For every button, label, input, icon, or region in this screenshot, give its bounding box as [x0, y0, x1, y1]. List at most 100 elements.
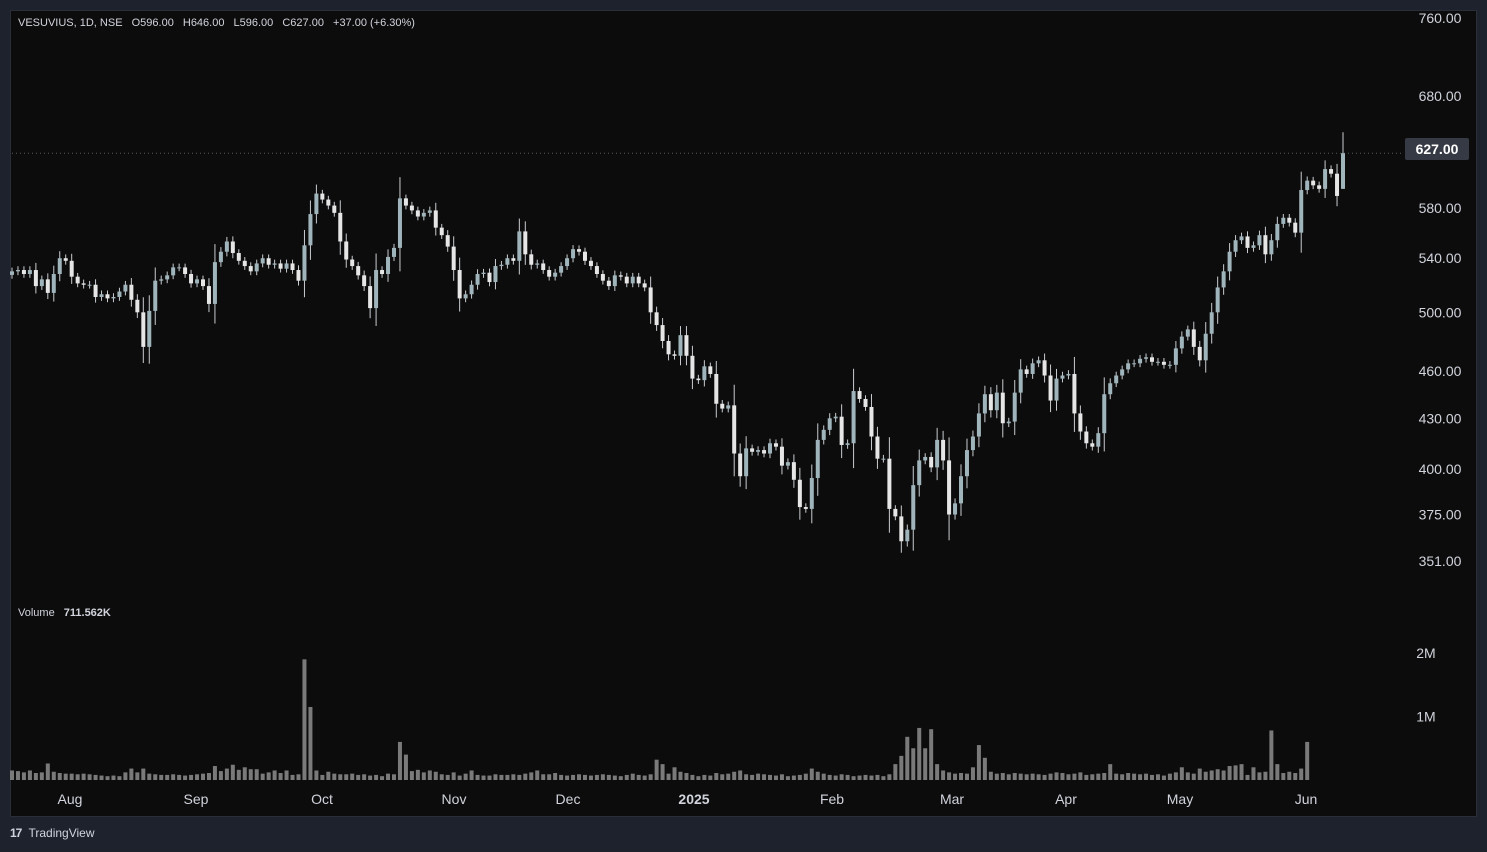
volume-bar — [141, 768, 146, 780]
candle-body — [666, 340, 671, 355]
candle-body — [612, 275, 617, 287]
volume-bar — [684, 773, 689, 780]
volume-bar — [183, 775, 188, 780]
volume-bar — [785, 776, 790, 780]
candle-body — [1251, 245, 1256, 248]
candle-body — [415, 210, 420, 217]
candle-body — [696, 378, 701, 381]
time-tick-label: Jun — [1295, 791, 1318, 807]
candle-body — [314, 193, 319, 215]
volume-bar — [714, 773, 719, 780]
candle-body — [845, 443, 850, 445]
time-tick-label: Nov — [442, 791, 467, 807]
volume-bar — [1042, 774, 1047, 780]
volume-bar — [391, 774, 396, 780]
tradingview-footer[interactable]: 17 TradingView — [10, 826, 95, 840]
candle-body — [1138, 358, 1143, 364]
candle-body — [827, 418, 832, 430]
volume-bar — [982, 757, 987, 780]
volume-bar — [535, 770, 540, 780]
volume-bar — [1012, 773, 1017, 780]
volume-bar — [326, 771, 331, 780]
candle-body — [815, 439, 820, 478]
candle-body — [218, 251, 223, 263]
volume-bar — [654, 759, 659, 780]
candle-body — [1126, 363, 1131, 370]
volume-bar — [1072, 773, 1077, 780]
candle-body — [744, 448, 749, 477]
candle-body — [475, 274, 480, 285]
volume-bar — [869, 775, 874, 780]
candle-body — [1161, 361, 1166, 365]
candle-body — [547, 270, 552, 277]
volume-bar — [672, 767, 677, 780]
candle-body — [344, 241, 349, 260]
candle-body — [1239, 236, 1244, 241]
time-tick-label: Dec — [556, 791, 581, 807]
volume-bar — [135, 772, 140, 780]
candle-body — [1114, 375, 1119, 384]
volume-bar — [1179, 767, 1184, 780]
candle-body — [1132, 363, 1137, 365]
high-value: H646.00 — [182, 17, 225, 29]
volume-bar — [1102, 773, 1107, 780]
candle-body — [571, 249, 576, 259]
volume-bar — [1287, 771, 1292, 780]
volume-bar — [224, 768, 229, 780]
volume-bar — [964, 773, 969, 780]
candle-body — [368, 286, 373, 309]
candle-body — [708, 366, 713, 374]
candle-body — [141, 312, 146, 347]
volume-bar — [702, 774, 707, 780]
candle-body — [702, 366, 707, 381]
candle-body — [1090, 443, 1095, 447]
volume-bar — [212, 766, 217, 780]
candle-body — [284, 263, 289, 269]
candle-body — [654, 312, 659, 326]
candle-body — [183, 267, 188, 275]
candle-body — [129, 284, 134, 300]
volume-bar — [433, 771, 438, 780]
volume-bar — [1006, 774, 1011, 780]
candle-body — [1024, 369, 1029, 374]
volume-bar — [469, 770, 474, 780]
volume-bar — [75, 774, 80, 780]
volume-bar — [762, 774, 767, 780]
candle-body — [302, 245, 307, 281]
volume-bar — [445, 774, 450, 780]
candle-body — [529, 254, 534, 265]
volume-bar — [111, 775, 116, 780]
time-tick-label: Oct — [311, 791, 333, 807]
candle-body — [1269, 240, 1274, 255]
low-value: L596.00 — [233, 17, 274, 29]
volume-bar — [600, 774, 605, 780]
volume-bar — [821, 773, 826, 780]
candle-body — [606, 280, 611, 287]
candle-body — [630, 276, 635, 284]
volume-bar — [577, 774, 582, 780]
candle-body — [1281, 217, 1286, 224]
volume-bar — [1263, 771, 1268, 780]
chart-frame[interactable] — [10, 10, 1477, 817]
candle-body — [320, 193, 325, 200]
volume-bar — [1239, 764, 1244, 780]
volume-bar — [1018, 773, 1023, 780]
candle-body — [1263, 235, 1268, 255]
volume-bar — [1054, 772, 1059, 780]
volume-bar — [427, 770, 432, 780]
brand-label: TradingView — [28, 826, 95, 840]
candle-body — [75, 276, 80, 284]
candle-body — [1150, 357, 1155, 362]
volume-bar — [1024, 774, 1029, 780]
symbol-label: VESUVIUS, 1D, NSE — [18, 17, 123, 29]
candle-body — [851, 391, 856, 444]
candle-body — [678, 335, 683, 356]
volume-bar — [218, 771, 223, 780]
volume-bar — [254, 769, 259, 780]
candle-body — [1072, 373, 1077, 414]
candle-body — [982, 394, 987, 414]
volume-bar — [773, 775, 778, 780]
time-tick-label: Aug — [58, 791, 83, 807]
volume-bar — [290, 774, 295, 780]
